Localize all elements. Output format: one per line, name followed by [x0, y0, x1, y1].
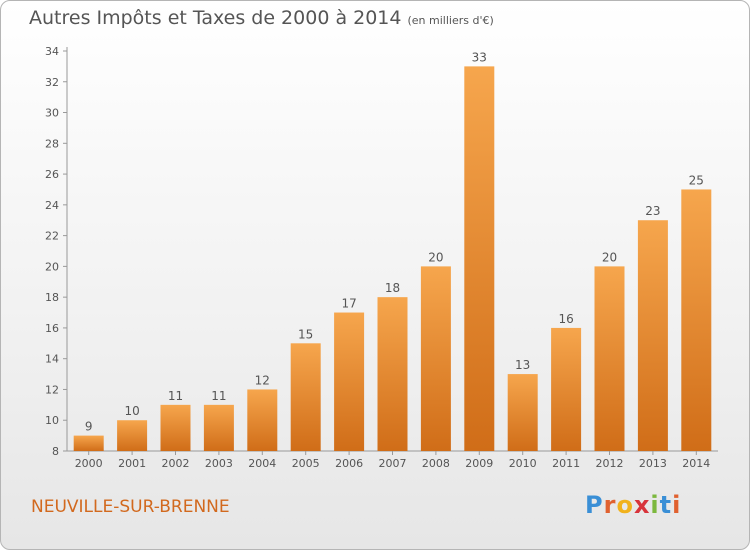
bar [334, 312, 365, 451]
commune-name: NEUVILLE-SUR-BRENNE [31, 497, 230, 517]
logo-letter: t [659, 491, 673, 519]
bar-value-label: 15 [298, 327, 313, 341]
bar-value-label: 20 [428, 250, 443, 264]
y-tick-label: 10 [45, 414, 59, 427]
bar [203, 404, 234, 451]
bar-value-label: 17 [341, 297, 356, 311]
bar-value-label: 20 [602, 250, 617, 264]
y-tick-label: 26 [45, 168, 59, 181]
y-tick-label: 34 [45, 45, 59, 58]
y-tick-label: 8 [52, 445, 59, 458]
x-tick-label: 2012 [596, 457, 624, 470]
y-tick-label: 18 [45, 291, 59, 304]
x-tick-label: 2005 [292, 457, 320, 470]
y-tick-label: 20 [45, 260, 59, 273]
bar [290, 343, 321, 451]
x-tick-label: 2003 [205, 457, 233, 470]
bar [594, 266, 625, 451]
x-tick-label: 2002 [162, 457, 190, 470]
y-tick-label: 14 [45, 353, 59, 366]
x-tick-label: 2013 [639, 457, 667, 470]
bar [117, 420, 148, 451]
bar-value-label: 16 [558, 312, 573, 326]
bar-value-label: 10 [124, 404, 139, 418]
bar-value-label: 11 [168, 389, 183, 403]
bar-value-label: 33 [472, 50, 487, 64]
logo-letter: o [616, 491, 634, 519]
y-tick-label: 22 [45, 230, 59, 243]
chart-unit: (en milliers d'€) [407, 14, 494, 27]
labels: 9 2000 10 2001 11 2002 11 2003 12 2004 15 2005 17 200… [75, 50, 711, 470]
logo-letter: r [603, 491, 617, 519]
bars [73, 66, 712, 451]
bar [507, 374, 538, 451]
bar-value-label: 18 [385, 281, 400, 295]
x-tick-label: 2009 [465, 457, 493, 470]
bar [420, 266, 451, 451]
x-tick-label: 2006 [335, 457, 363, 470]
y-tick-label: 16 [45, 322, 59, 335]
y-tick-label: 12 [45, 383, 59, 396]
bar-value-label: 23 [645, 204, 660, 218]
bar [637, 220, 668, 451]
chart-title: Autres Impôts et Taxes de 2000 à 2014 (en… [29, 7, 494, 29]
y-tick-label: 30 [45, 107, 59, 120]
bar [681, 189, 712, 451]
bar [247, 389, 278, 451]
chart-title-text: Autres Impôts et Taxes de 2000 à 2014 [29, 7, 402, 29]
bar [551, 327, 582, 451]
bar [73, 435, 104, 451]
x-tick-label: 2011 [552, 457, 580, 470]
x-tick-label: 2004 [248, 457, 276, 470]
logo-letter: i [672, 491, 682, 519]
x-tick-label: 2000 [75, 457, 103, 470]
x-tick-label: 2010 [509, 457, 537, 470]
proxiti-logo[interactable]: Proxiti [585, 491, 681, 519]
logo-letter: P [585, 491, 604, 519]
y-tick-label: 32 [45, 76, 59, 89]
x-tick-label: 2014 [682, 457, 710, 470]
y-tick-label: 24 [45, 199, 59, 212]
y-tick-label: 28 [45, 137, 59, 150]
bar [160, 404, 191, 451]
bar-value-label: 11 [211, 389, 226, 403]
bar-value-label: 13 [515, 358, 530, 372]
x-tick-label: 2001 [118, 457, 146, 470]
logo-letter: i [650, 491, 660, 519]
x-tick-label: 2008 [422, 457, 450, 470]
logo-letter: x [633, 491, 651, 519]
bar [464, 66, 495, 451]
bar-value-label: 9 [85, 420, 93, 434]
bar-value-label: 12 [255, 373, 270, 387]
x-tick-label: 2007 [379, 457, 407, 470]
bar-value-label: 25 [689, 173, 704, 187]
bar [377, 297, 408, 451]
